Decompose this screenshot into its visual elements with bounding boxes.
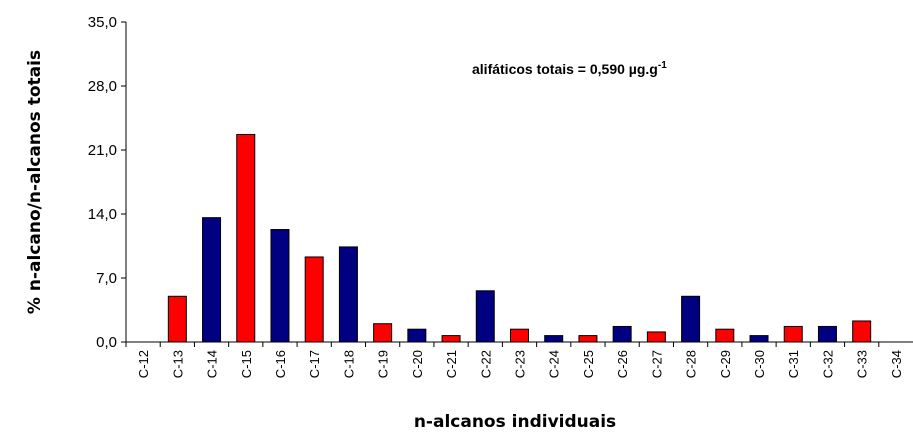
- x-tick-label: C-20: [410, 350, 425, 378]
- x-tick-label: C-25: [581, 350, 596, 378]
- x-tick-label: C-22: [478, 350, 493, 378]
- x-tick-label: C-21: [444, 350, 459, 378]
- bar: [441, 335, 461, 343]
- y-tick-label: 35,0: [88, 14, 117, 31]
- bar: [202, 217, 222, 343]
- bar: [373, 323, 393, 343]
- x-tick-label: C-29: [718, 350, 733, 378]
- x-tick-label: C-28: [684, 350, 699, 378]
- y-tick-label: 21,0: [88, 142, 117, 159]
- x-tick-label: C-24: [547, 350, 562, 378]
- bar: [236, 133, 256, 343]
- bar: [817, 325, 837, 343]
- y-tick-label: 7,0: [96, 270, 117, 287]
- annotation: alifáticos totais = 0,590 µg.g-1: [472, 60, 667, 77]
- bar: [578, 335, 598, 343]
- bar: [338, 246, 358, 343]
- bar: [304, 256, 324, 343]
- bar: [510, 328, 529, 343]
- x-tick-label: C-16: [273, 350, 288, 378]
- bar: [544, 335, 564, 343]
- y-tick-label: 14,0: [88, 206, 117, 223]
- x-tick-label: C-14: [205, 350, 220, 378]
- x-tick-label: C-19: [376, 350, 391, 378]
- x-tick-label: C-15: [239, 350, 254, 378]
- x-tick-label: C-23: [513, 350, 528, 378]
- bar: [167, 295, 187, 343]
- y-axis-label: % n-alcano/n-alcanos totais: [25, 50, 45, 314]
- bar: [475, 290, 495, 343]
- y-tick-label: 28,0: [88, 78, 117, 95]
- x-tick-label: C-32: [820, 350, 835, 378]
- y-tick-label: 0,0: [96, 334, 117, 351]
- x-tick-label: C-34: [889, 350, 904, 378]
- annotation-text: alifáticos totais = 0,590 µg.g: [472, 61, 658, 77]
- x-tick-label: C-18: [341, 350, 356, 378]
- bar: [270, 229, 290, 343]
- x-tick-label: C-30: [752, 350, 767, 378]
- bar: [783, 325, 803, 343]
- bar: [407, 328, 427, 343]
- x-tick-label: C-12: [136, 350, 151, 378]
- bar: [681, 295, 701, 343]
- bar: [749, 335, 769, 343]
- bar: [715, 328, 735, 343]
- x-tick-label: C-13: [170, 350, 185, 378]
- x-tick-label: C-26: [615, 350, 630, 378]
- bar: [852, 320, 872, 343]
- annotation-superscript: -1: [658, 60, 667, 71]
- bar: [612, 325, 632, 343]
- x-tick-label: C-17: [307, 350, 322, 378]
- x-tick-label: C-27: [649, 350, 664, 378]
- x-tick-label: C-31: [786, 350, 801, 378]
- bar: [646, 331, 666, 343]
- x-axis-label: n-alcanos individuais: [414, 412, 616, 432]
- x-tick-label: C-33: [855, 350, 870, 378]
